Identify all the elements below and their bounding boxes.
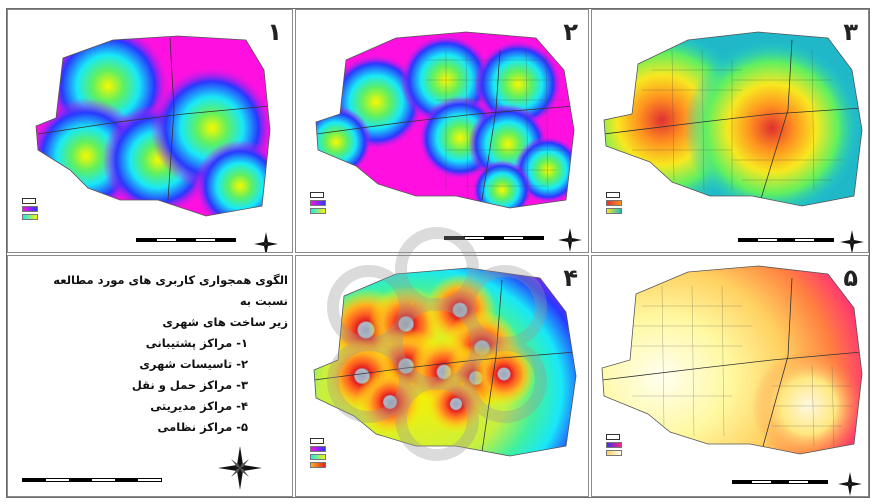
map-panel-4: ۴ [295, 255, 589, 497]
compass-rose-icon [838, 472, 862, 496]
map-panel-5: ۵ [591, 255, 869, 497]
compass-rose-icon [218, 446, 262, 490]
map-legend [310, 190, 326, 216]
list-item: ۱- مراکز پشتیبانی [145, 336, 248, 350]
panel-number: ۲ [563, 18, 578, 46]
heatmap-map [35, 35, 271, 217]
map-legend [22, 196, 38, 222]
map-panel-3: ۳ [591, 9, 869, 253]
list-item: ۵- مراکز نظامی [157, 420, 248, 434]
compass-rose-icon [558, 228, 582, 252]
list-item: ۲- تاسیسات شهری [139, 357, 248, 371]
panel-number: ۴ [563, 264, 578, 292]
map-sheet: ۱ [6, 8, 870, 498]
map-legend [606, 432, 622, 458]
map-panel-1: ۱ [7, 9, 293, 253]
scale-bar [444, 236, 544, 248]
panel-number: ۳ [843, 18, 858, 46]
scale-bar [732, 480, 828, 492]
map-legend [310, 436, 326, 470]
compass-rose-icon [254, 232, 278, 252]
heatmap-map [603, 31, 863, 207]
list-item: ۴- مراکز مدیریتی [150, 399, 248, 413]
scale-bar [738, 238, 834, 250]
heatmap-map [313, 267, 577, 457]
usage-description: الگوی همجواری کاربری های مورد مطالعه نسب… [28, 270, 288, 438]
heatmap-map [315, 31, 575, 209]
heatmap-map [601, 265, 863, 455]
scale-bar [22, 478, 162, 490]
panel-heading-2: زیر ساخت های شهری [162, 315, 288, 329]
scale-bar [136, 238, 236, 250]
panel-number: ۵ [843, 264, 858, 292]
list-item: ۳- مراکز حمل و نقل [131, 378, 248, 392]
map-legend [606, 190, 622, 216]
compass-rose-icon [840, 230, 864, 252]
legend-text-panel: الگوی همجواری کاربری های مورد مطالعه نسب… [7, 255, 293, 497]
panel-heading: الگوی همجواری کاربری های مورد مطالعه نسب… [53, 273, 288, 308]
map-panel-2: ۲ [295, 9, 589, 253]
panel-number: ۱ [267, 18, 282, 46]
